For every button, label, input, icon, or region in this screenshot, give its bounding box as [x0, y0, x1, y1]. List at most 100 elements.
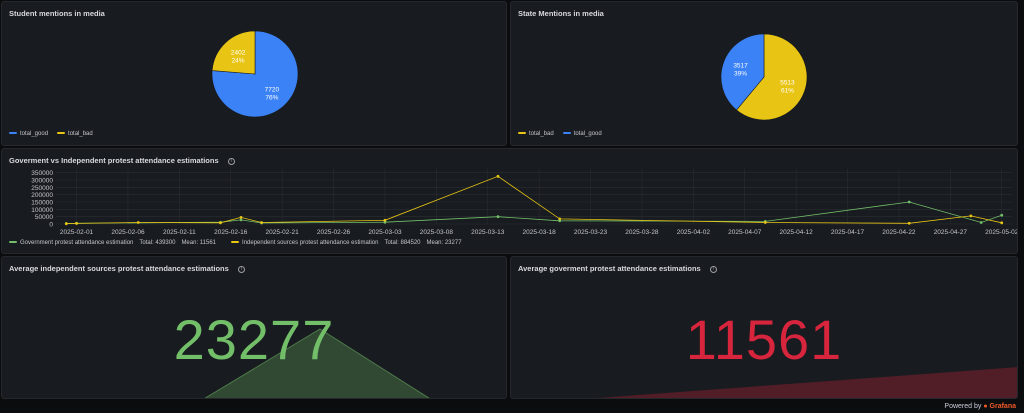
series-point[interactable] [763, 221, 767, 224]
legend-item-total-bad[interactable]: total_bad [518, 131, 554, 137]
panel-title[interactable]: Goverment vs Independent protest attenda… [9, 156, 235, 165]
pie-legend: total_good total_bad [9, 131, 102, 137]
series-point[interactable] [383, 218, 387, 222]
pie-legend: total_bad total_good [518, 131, 611, 137]
panel-title-text: Goverment vs Independent protest attenda… [9, 156, 219, 165]
legend-item-total-good[interactable]: total_good [562, 131, 602, 137]
series-point[interactable] [219, 221, 222, 225]
panel-title[interactable]: Student mentions in media [9, 9, 105, 18]
info-circle-icon[interactable]: i [237, 265, 245, 273]
legend-swatch [518, 132, 526, 135]
state-mentions-panel: State Mentions in media 5513 61% 3517 39% t… [510, 1, 1018, 146]
legend-label: Independent sources protest attendance e… [242, 240, 379, 246]
series-point[interactable] [136, 221, 140, 224]
legend-item-series[interactable]: Government protest attendance estimation… [9, 240, 222, 246]
legend-mean: Mean: 11561 [181, 240, 217, 246]
series-point[interactable] [496, 215, 500, 219]
timeseries-legend: Government protest attendance estimation… [9, 240, 477, 246]
pie-slice-total-bad[interactable] [211, 30, 256, 75]
x-tick-label: 2025-05-02 [985, 229, 1018, 236]
legend-total: Total: 439300 [139, 240, 176, 246]
x-tick-label: 2025-03-03 [368, 229, 402, 236]
x-tick-label: 2025-02-11 [163, 229, 196, 236]
series-point[interactable] [239, 216, 243, 219]
pie-slice-value-label: 2402 [231, 50, 246, 57]
legend-item-total-good[interactable]: total_good [9, 131, 48, 137]
series-point[interactable] [979, 221, 983, 224]
series-point[interactable] [75, 222, 78, 225]
pie-slice-value-label: 5513 [780, 79, 795, 86]
legend-item-series[interactable]: Independent sources protest attendance e… [231, 240, 468, 246]
series-point[interactable] [907, 221, 911, 225]
powered-by-footer: Powered by ● Grafana [944, 403, 1016, 410]
x-tick-label: 2025-03-18 [523, 229, 557, 236]
legend-swatch [9, 132, 17, 135]
y-tick-label: 200000 [31, 192, 53, 199]
grafana-logo-icon: ● [983, 403, 988, 410]
x-tick-label: 2025-02-21 [266, 229, 300, 236]
info-circle-icon[interactable]: i [709, 265, 717, 273]
x-tick-label: 2025-02-01 [60, 229, 94, 236]
series-point[interactable] [260, 221, 263, 224]
legend-label: total_bad [68, 131, 93, 137]
avg-independent-stat-panel: Average independent sources protest atte… [1, 256, 507, 399]
legend-swatch [9, 241, 17, 244]
legend-swatch [57, 132, 66, 135]
powered-by-text: Powered by [944, 403, 982, 410]
x-tick-label: 2025-03-28 [625, 229, 659, 236]
x-tick-label: 2025-04-07 [728, 229, 762, 236]
x-tick-label: 2025-04-17 [831, 229, 865, 236]
y-tick-label: 250000 [31, 185, 53, 192]
x-tick-label: 2025-04-27 [934, 229, 968, 236]
panel-title-text: Average goverment protest attendance est… [518, 264, 701, 273]
legend-swatch [231, 241, 240, 244]
legend-swatch [562, 132, 571, 135]
pie-slice-percent-label: 39% [734, 71, 747, 78]
pie-slice-value-label: 7720 [265, 86, 280, 93]
legend-mean: Mean: 23277 [426, 240, 462, 246]
y-tick-label: 350000 [31, 170, 53, 177]
legend-item-total-bad[interactable]: total_bad [57, 131, 93, 137]
y-tick-label: 300000 [31, 178, 53, 185]
panel-title[interactable]: State Mentions in media [518, 9, 604, 18]
x-tick-label: 2025-03-23 [574, 229, 608, 236]
pie-slice-percent-label: 24% [232, 58, 245, 65]
x-tick-label: 2025-04-12 [780, 229, 814, 236]
sparkline-area [598, 367, 1017, 398]
series-point[interactable] [496, 174, 500, 178]
y-tick-label: 50000 [35, 214, 53, 221]
series-point[interactable] [239, 218, 243, 222]
legend-label: total_good [20, 131, 49, 137]
x-tick-label: 2025-04-02 [677, 229, 711, 236]
series-point[interactable] [1000, 213, 1004, 217]
x-tick-label: 2025-03-08 [420, 229, 454, 236]
attendance-timeseries-panel: Goverment vs Independent protest attenda… [1, 148, 1018, 254]
grafana-brand[interactable]: Grafana [989, 403, 1016, 410]
panel-title[interactable]: Average goverment protest attendance est… [518, 264, 717, 273]
pie-slice-total-good[interactable] [211, 30, 299, 118]
pie-slice-total-bad[interactable] [736, 33, 808, 121]
series-line[interactable] [66, 201, 1002, 224]
legend-total: Total: 884520 [384, 240, 421, 246]
series-point[interactable] [558, 217, 562, 221]
pie-slice-total-good[interactable] [720, 33, 765, 111]
series-point[interactable] [1000, 221, 1004, 225]
x-tick-label: 2025-02-26 [317, 229, 351, 236]
series-point[interactable] [64, 222, 68, 226]
x-tick-label: 2025-04-22 [882, 229, 916, 236]
legend-label: total_good [573, 131, 602, 137]
stat-value: 23277 [173, 308, 335, 371]
info-circle-icon[interactable]: i [227, 157, 235, 165]
series-point[interactable] [907, 200, 911, 204]
panel-title[interactable]: Average independent sources protest atte… [9, 264, 245, 273]
series-point[interactable] [969, 214, 973, 218]
y-tick-label: 150000 [31, 200, 53, 207]
legend-label: Government protest attendance estimation [20, 240, 134, 246]
x-tick-label: 2025-02-06 [111, 229, 145, 236]
panel-title-text: Average independent sources protest atte… [9, 264, 229, 273]
attendance-line-chart[interactable]: 0500001000001500002000002500003000003500… [2, 161, 1018, 247]
pie-slice-percent-label: 76% [265, 94, 278, 101]
y-tick-label: 100000 [31, 207, 53, 214]
